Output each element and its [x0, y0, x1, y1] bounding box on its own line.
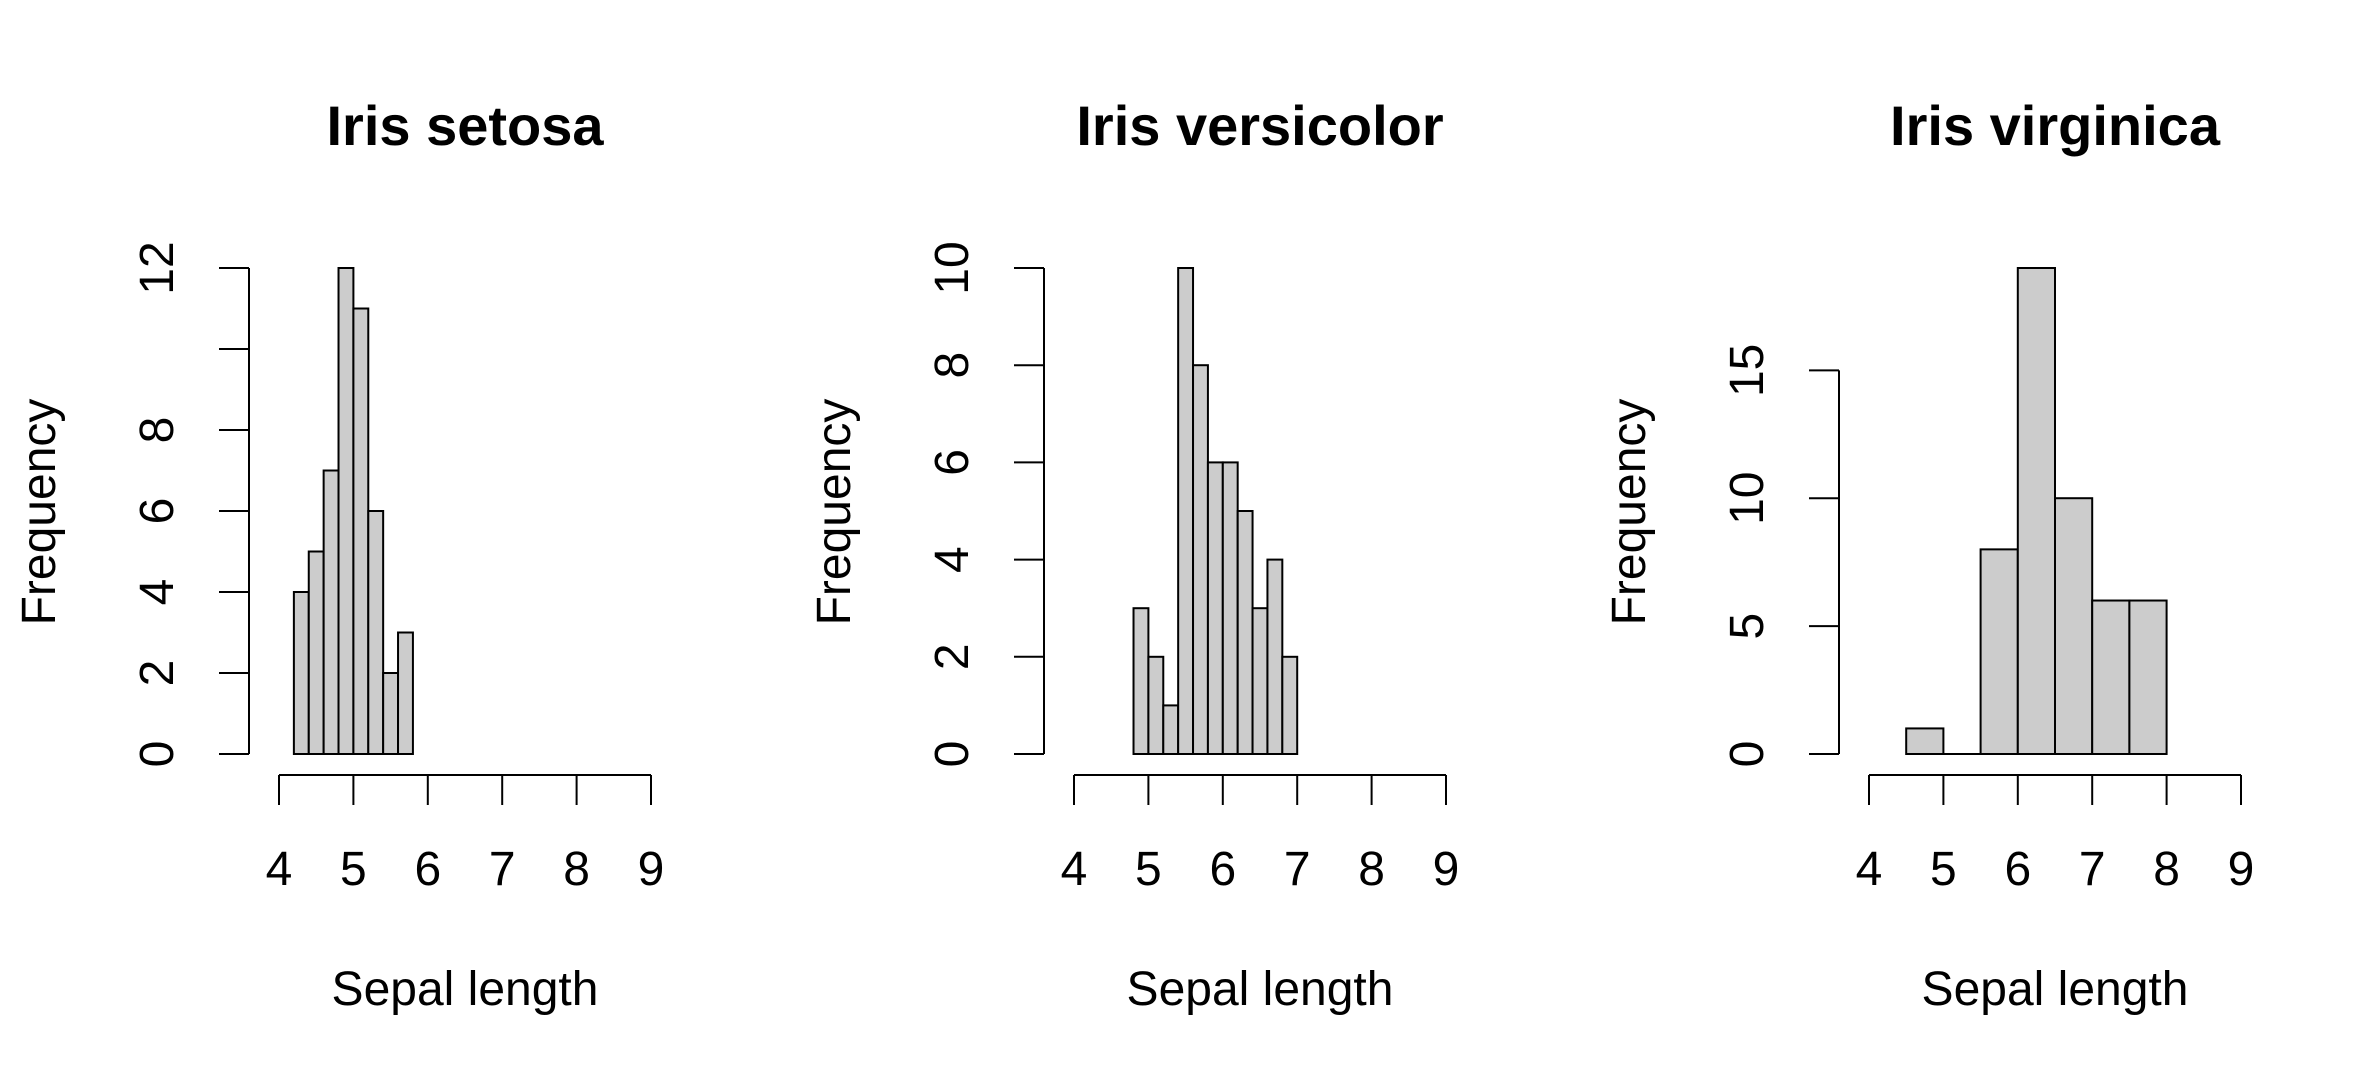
x-tick-label: 9: [638, 843, 665, 896]
x-tick-label: 6: [2004, 843, 2031, 896]
histogram-bar: [2128, 599, 2168, 755]
y-tick-label: 8: [926, 352, 979, 379]
y-tick-label: 15: [1721, 344, 1774, 397]
histogram-bar: [1221, 461, 1239, 755]
chart-title: Iris virginica: [1890, 94, 2221, 157]
x-tick-label: 5: [340, 843, 367, 896]
x-tick-label: 7: [489, 843, 516, 896]
x-tick-label: 6: [414, 843, 441, 896]
x-tick-label: 8: [2153, 843, 2180, 896]
histogram-bar: [307, 550, 325, 755]
histogram-bar: [1192, 364, 1209, 755]
x-tick-label: 9: [2228, 843, 2255, 896]
x-tick-label: 4: [266, 843, 293, 896]
x-axis-label: Sepal length: [332, 963, 599, 1016]
histogram-bar: [2054, 497, 2094, 756]
y-tick-label: 10: [1721, 472, 1774, 525]
y-tick-label: 12: [131, 241, 184, 294]
y-tick-label: 6: [131, 498, 184, 525]
histogram-bar: [1236, 510, 1254, 755]
histogram-bar: [1147, 655, 1165, 755]
y-axis-label: Frequency: [1603, 399, 1656, 626]
x-tick-label: 8: [1358, 843, 1385, 896]
histogram-bar: [1132, 607, 1150, 756]
x-tick-label: 5: [1930, 843, 1957, 896]
y-tick-label: 8: [131, 417, 184, 444]
histogram-bar: [1162, 704, 1180, 756]
histogram-bar: [2091, 599, 2131, 755]
y-tick-label: 10: [926, 241, 979, 294]
histogram-bar: [367, 510, 385, 755]
x-axis-label: Sepal length: [1127, 963, 1394, 1016]
histogram-bar: [1266, 558, 1284, 755]
y-tick-label: 6: [926, 449, 979, 476]
y-tick-label: 4: [131, 579, 184, 606]
x-tick-label: 7: [1284, 843, 1311, 896]
y-tick-label: 0: [926, 741, 979, 768]
y-tick-label: 0: [131, 741, 184, 768]
x-tick-label: 6: [1209, 843, 1236, 896]
y-tick-label: 4: [926, 546, 979, 573]
histogram-bar: [352, 307, 370, 755]
histogram-bar: [322, 469, 340, 755]
y-tick-label: 0: [1721, 741, 1774, 768]
histogram-bar: [1251, 607, 1269, 756]
y-tick-label: 5: [1721, 613, 1774, 640]
histogram-bar: [1979, 548, 2019, 755]
histogram-bar: [382, 672, 400, 755]
y-axis-label: Frequency: [808, 399, 861, 626]
chart-title: Iris setosa: [326, 94, 604, 157]
histogram-bar: [1281, 655, 1299, 755]
histogram-bar: [1206, 461, 1224, 755]
y-tick-label: 2: [131, 660, 184, 687]
histogram-bar: [292, 591, 310, 755]
histogram-bar: [397, 631, 414, 755]
histogram-bar: [2016, 267, 2056, 755]
x-tick-label: 4: [1061, 843, 1088, 896]
x-tick-label: 9: [1433, 843, 1460, 896]
x-axis-label: Sepal length: [1922, 963, 2189, 1016]
x-tick-label: 7: [2079, 843, 2106, 896]
x-tick-label: 5: [1135, 843, 1162, 896]
x-tick-label: 8: [563, 843, 590, 896]
chart-title: Iris versicolor: [1076, 94, 1443, 157]
histogram-bar: [1905, 727, 1945, 756]
histogram-bar: [1177, 267, 1195, 755]
x-tick-label: 4: [1856, 843, 1883, 896]
y-tick-label: 2: [926, 643, 979, 670]
histogram-bar: [337, 267, 355, 755]
y-axis-label: Frequency: [13, 399, 66, 626]
